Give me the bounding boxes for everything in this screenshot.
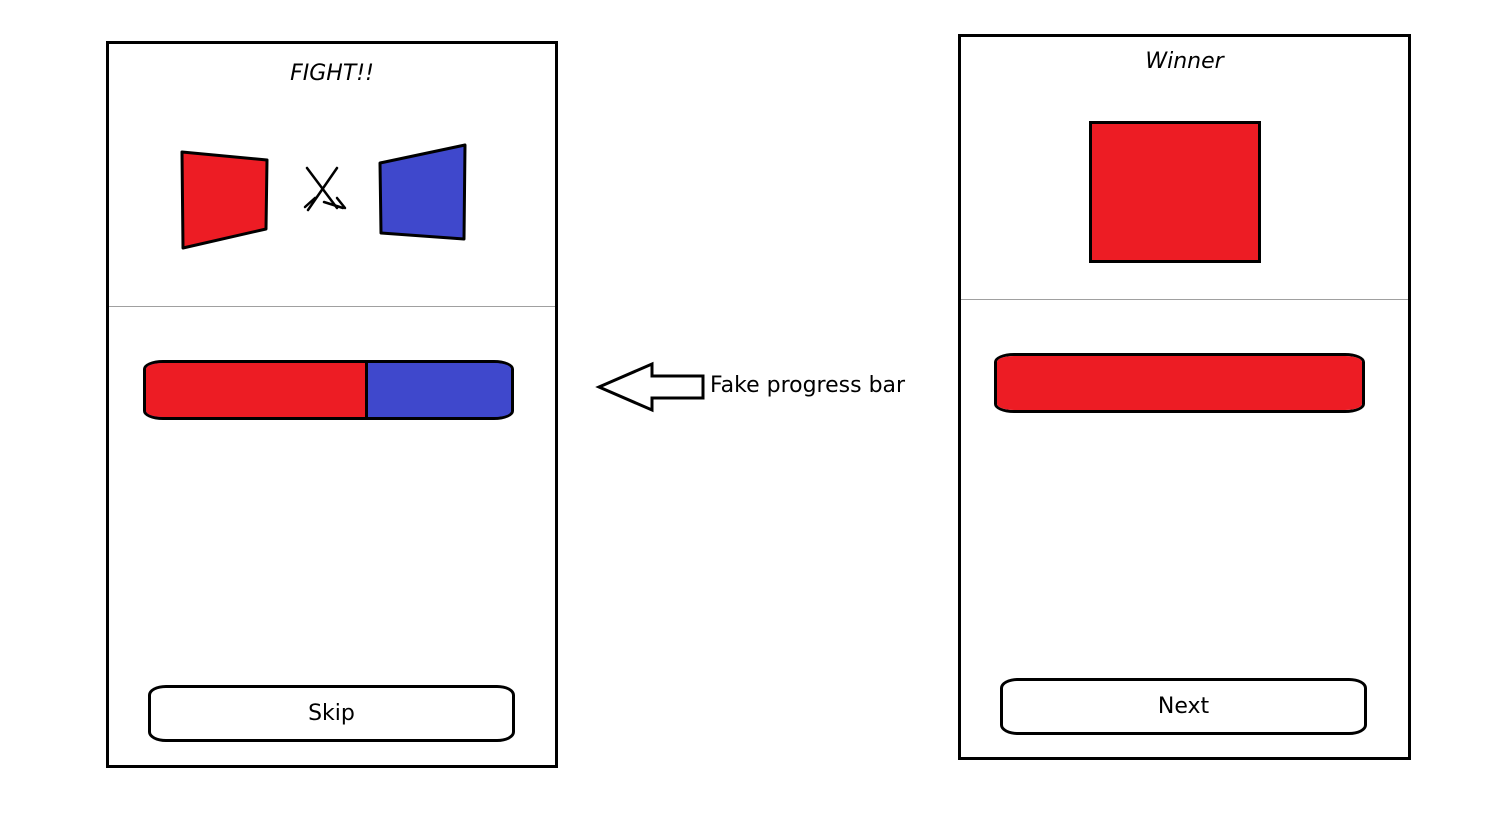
fight-title: FIGHT!! [290, 61, 374, 86]
winner-title: Winner [1145, 49, 1224, 74]
section-divider [109, 306, 555, 307]
fighters-area [180, 143, 467, 250]
progress-blue-segment [365, 363, 511, 417]
crossed-swords-icon [303, 166, 347, 212]
skip-button[interactable]: Skip [148, 685, 515, 742]
section-divider [961, 299, 1408, 300]
progress-red-segment [146, 363, 365, 417]
progress-red-segment [997, 356, 1362, 410]
fight-progress-bar [143, 360, 514, 420]
winner-screen: Winner Next [958, 34, 1411, 760]
winner-square [1089, 121, 1261, 263]
annotation-label: Fake progress bar [710, 373, 906, 398]
red-fighter [180, 150, 269, 250]
winner-progress-bar [994, 353, 1365, 413]
blue-fighter [378, 143, 467, 241]
fight-screen: FIGHT!! Skip [106, 41, 558, 768]
left-arrow-icon [595, 361, 705, 413]
next-button[interactable]: Next [1000, 678, 1367, 735]
